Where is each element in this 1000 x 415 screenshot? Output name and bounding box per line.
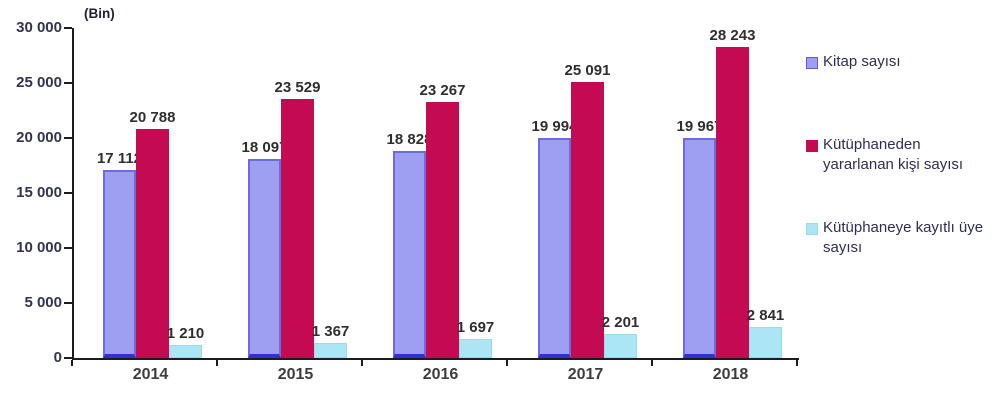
x-axis-label-2016: 2016 xyxy=(422,366,459,383)
value-label-k-t-phaneden-yararlanan-ki-i-say-s-2018: 28 243 xyxy=(709,27,756,44)
value-label-kitap-say-s-2018: 19 967 xyxy=(676,118,723,135)
x-axis-label-2018: 2018 xyxy=(712,366,749,383)
legend-swatch-icon xyxy=(806,57,818,69)
bar-k-t-phaneye-kay-tl-ye-say-s-2017 xyxy=(604,334,637,358)
value-label-kitap-say-s-2016: 18 828 xyxy=(386,131,433,148)
bar-k-t-phaneye-kay-tl-ye-say-s-2016 xyxy=(459,339,492,358)
x-axis-tick xyxy=(216,360,218,366)
x-axis-label-2014: 2014 xyxy=(132,366,169,383)
legend-label: Kütüphaneden yararlanan kişi sayısı xyxy=(823,136,964,173)
y-axis-tick xyxy=(64,82,72,84)
value-label-kitap-say-s-2017: 19 994 xyxy=(531,118,578,135)
legend-label: Kütüphaneye kayıtlı üye sayısı xyxy=(823,219,984,256)
value-label-k-t-phaneden-yararlanan-ki-i-say-s-2015: 23 529 xyxy=(274,79,321,96)
y-axis-tick xyxy=(64,357,72,359)
y-axis-tick xyxy=(64,137,72,139)
bar-k-t-phaneden-yararlanan-ki-i-say-s-2015 xyxy=(281,99,314,358)
y-axis-label: 15 000 xyxy=(16,184,62,201)
bar-k-t-phaneden-yararlanan-ki-i-say-s-2014 xyxy=(136,129,169,358)
value-label-k-t-phaneden-yararlanan-ki-i-say-s-2017: 25 091 xyxy=(564,62,611,79)
x-axis-tick xyxy=(361,360,363,366)
value-label-k-t-phaneye-kay-tl-ye-say-s-2017: 2 201 xyxy=(601,314,640,331)
x-axis-tick xyxy=(796,360,798,366)
y-axis-label: 25 000 xyxy=(16,74,62,91)
value-label-k-t-phaneye-kay-tl-ye-say-s-2016: 1 697 xyxy=(456,319,495,336)
y-axis-label: 0 xyxy=(53,349,62,366)
legend-item-k-t-phaneden-yararlanan-ki-i-say-s: Kütüphaneden yararlanan kişi sayısı xyxy=(806,135,963,175)
bar-k-t-phaneden-yararlanan-ki-i-say-s-2018 xyxy=(716,47,749,358)
x-axis-label-2017: 2017 xyxy=(567,366,604,383)
bar-k-t-phaneden-yararlanan-ki-i-say-s-2016 xyxy=(426,102,459,358)
value-label-k-t-phaneye-kay-tl-ye-say-s-2018: 2 841 xyxy=(746,307,785,324)
value-label-kitap-say-s-2014: 17 112 xyxy=(96,150,143,167)
y-axis-label: 5 000 xyxy=(24,294,62,311)
bar-kitap-say-s-2016 xyxy=(393,151,426,358)
bar-kitap-say-s-2015 xyxy=(248,159,281,358)
bar-k-t-phaneye-kay-tl-ye-say-s-2014 xyxy=(169,345,202,358)
value-label-k-t-phaneden-yararlanan-ki-i-say-s-2014: 20 788 xyxy=(129,109,176,126)
bar-k-t-phaneye-kay-tl-ye-say-s-2018 xyxy=(749,327,782,358)
bar-k-t-phaneye-kay-tl-ye-say-s-2015 xyxy=(314,343,347,358)
y-axis-label: 10 000 xyxy=(16,239,62,256)
y-axis-tick xyxy=(64,27,72,29)
y-axis-tick xyxy=(64,192,72,194)
x-axis-tick xyxy=(506,360,508,366)
value-label-k-t-phaneye-kay-tl-ye-say-s-2014: 1 210 xyxy=(166,325,205,342)
x-axis-label-2015: 2015 xyxy=(277,366,314,383)
legend-swatch-icon xyxy=(806,223,818,235)
legend-item-kitap-say-s: Kitap sayısı xyxy=(806,52,901,72)
legend-item-k-t-phaneye-kay-tl-ye-say-s: Kütüphaneye kayıtlı üye sayısı xyxy=(806,218,983,258)
y-axis-label: 20 000 xyxy=(16,129,62,146)
value-label-k-t-phaneye-kay-tl-ye-say-s-2015: 1 367 xyxy=(311,323,350,340)
legend-label: Kitap sayısı xyxy=(823,53,901,70)
y-axis-label: 30 000 xyxy=(16,19,62,36)
x-axis-tick xyxy=(651,360,653,366)
value-label-k-t-phaneden-yararlanan-ki-i-say-s-2016: 23 267 xyxy=(419,82,466,99)
y-axis-unit-label: (Bin) xyxy=(84,6,115,21)
bar-kitap-say-s-2017 xyxy=(538,138,571,358)
bar-kitap-say-s-2014 xyxy=(103,170,136,358)
bar-kitap-say-s-2018 xyxy=(683,138,716,358)
bar-k-t-phaneden-yararlanan-ki-i-say-s-2017 xyxy=(571,82,604,358)
y-axis-tick xyxy=(64,302,72,304)
y-axis-tick xyxy=(64,247,72,249)
legend-swatch-icon xyxy=(806,140,818,152)
plot-area: 17 112 18 097 18 828 19 994 19 967 20 788 23 5… xyxy=(72,27,799,360)
x-axis-tick xyxy=(71,360,73,366)
value-label-kitap-say-s-2015: 18 097 xyxy=(241,139,288,156)
